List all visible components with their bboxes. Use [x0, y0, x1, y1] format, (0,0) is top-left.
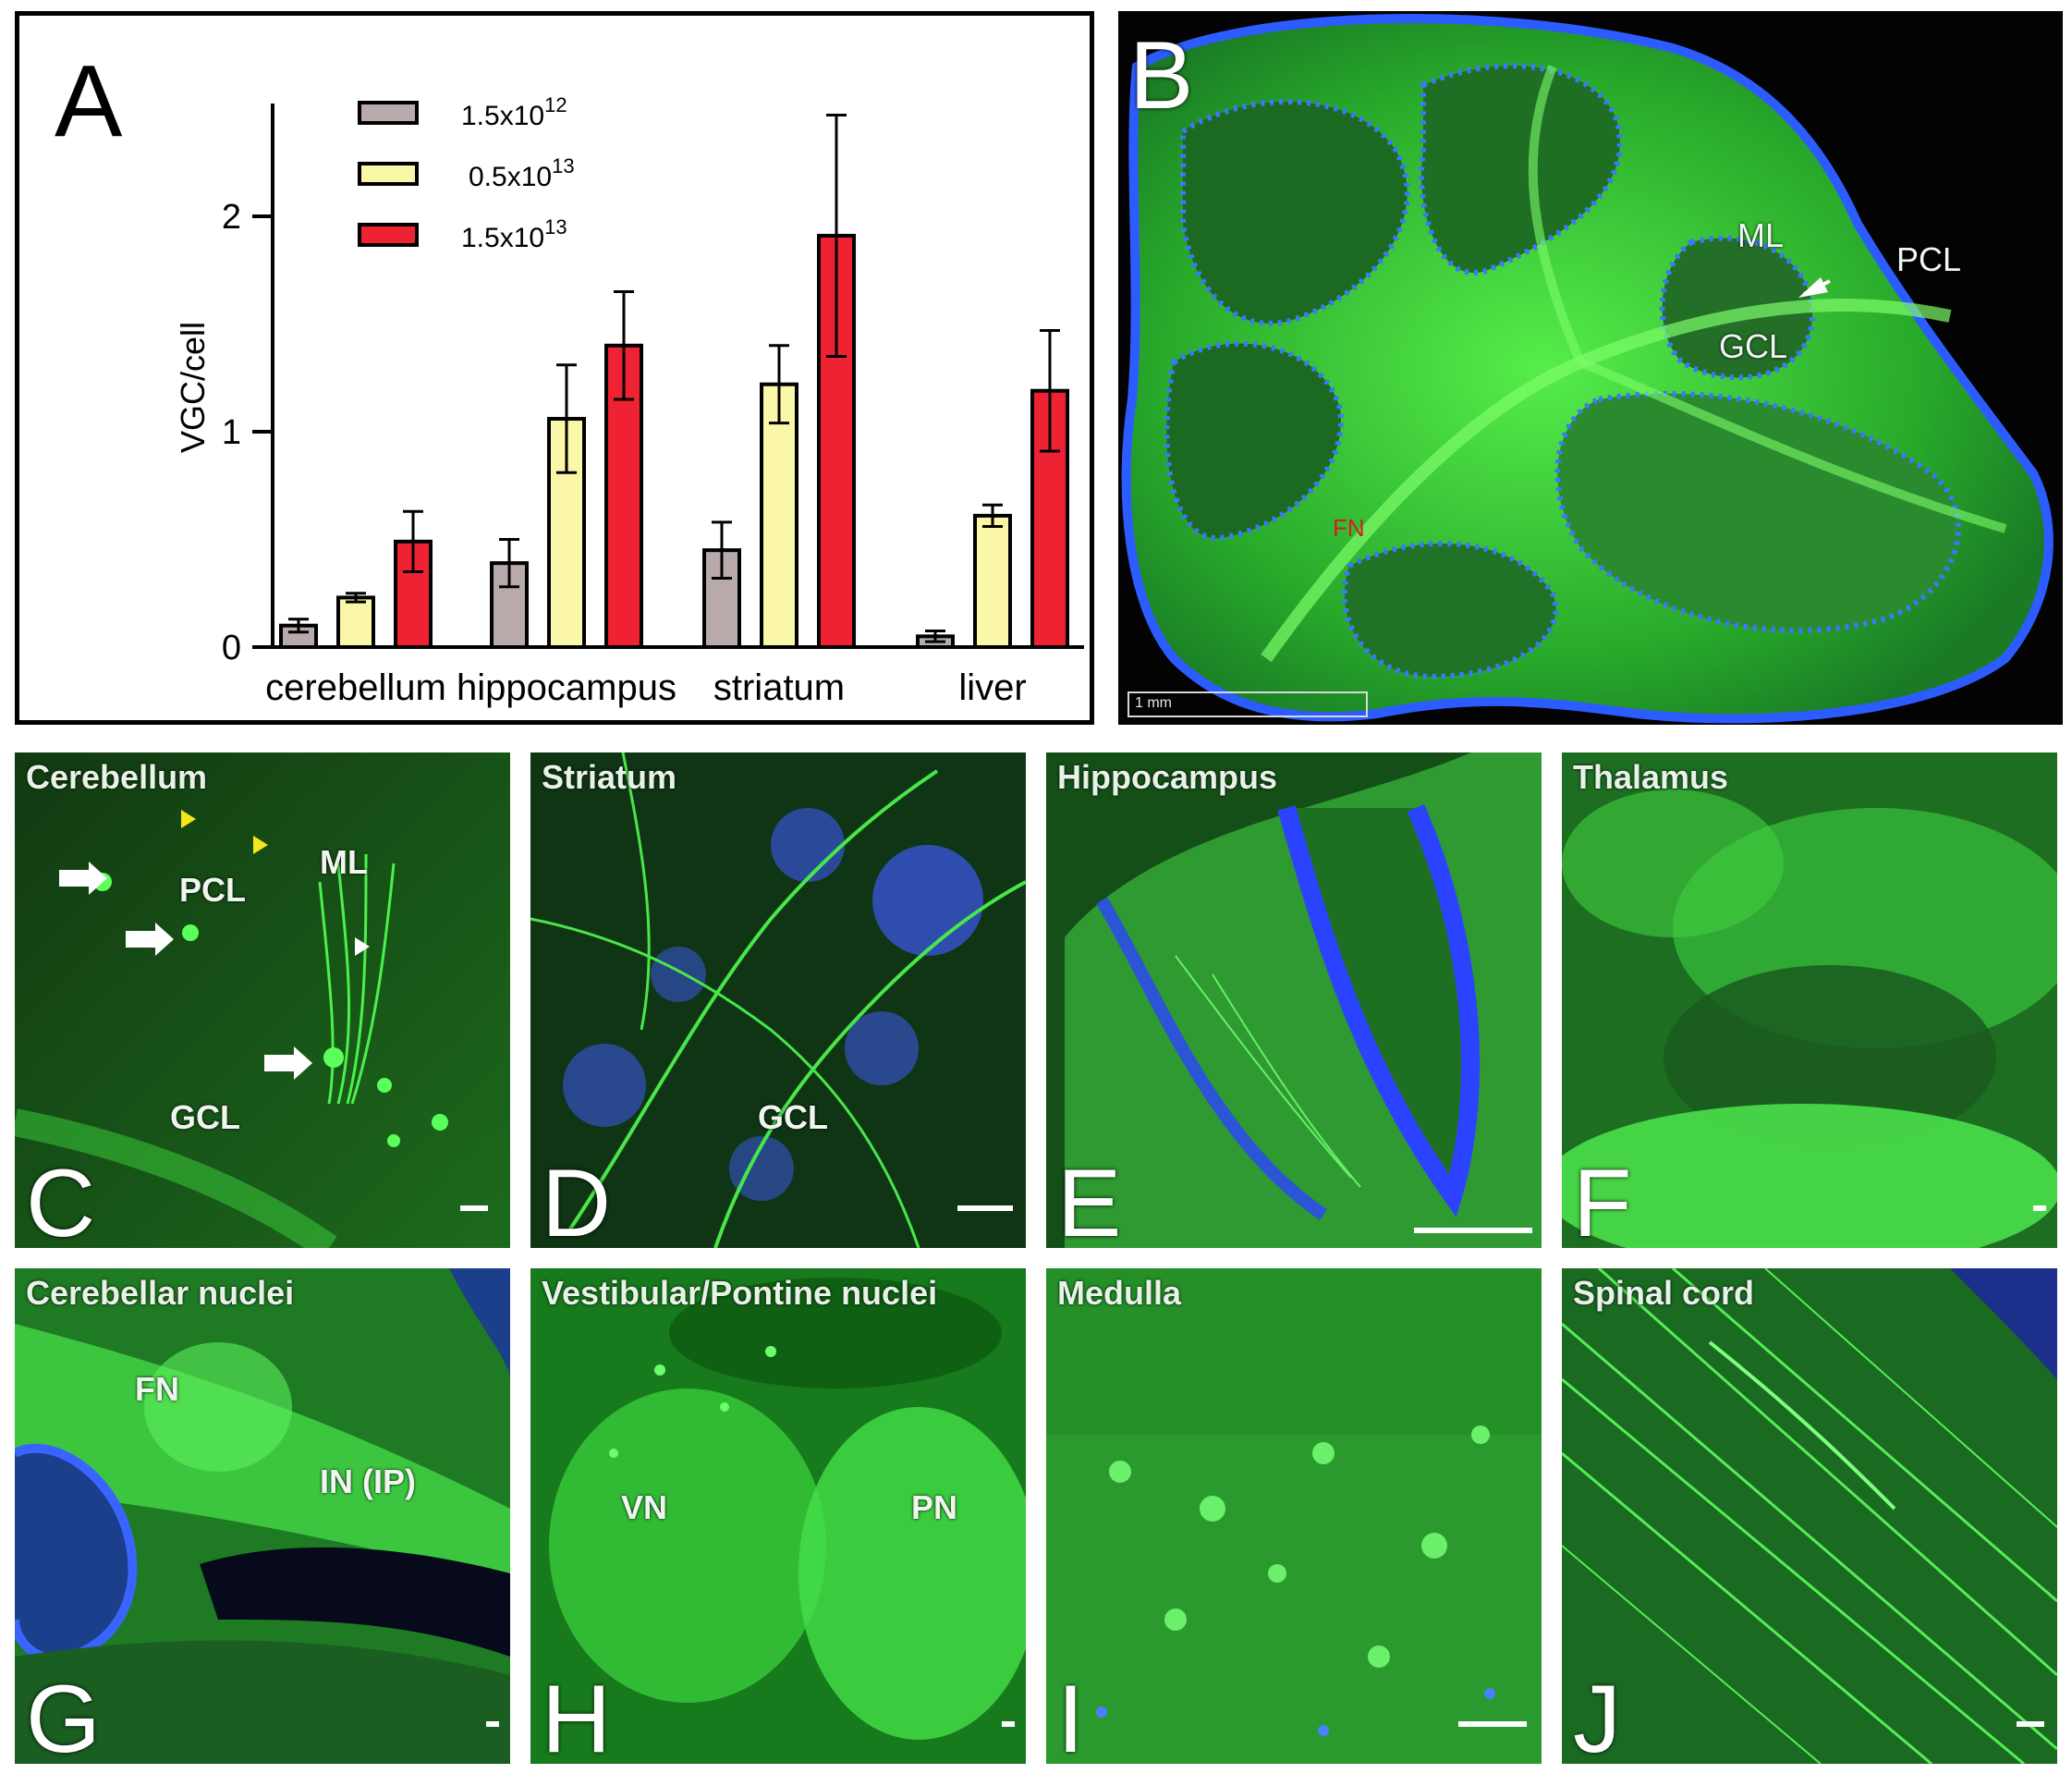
legend-label: 1.5x1012	[461, 93, 567, 131]
panel-c-title: Cerebellum	[26, 758, 208, 796]
panel-c-scale-bar	[460, 1205, 488, 1211]
panel-i-scale-bar	[1458, 1721, 1527, 1727]
panel-e-title: Hippocampus	[1057, 758, 1278, 796]
panel-a-letter: A	[55, 44, 123, 158]
panel-h-title: Vestibular/Pontine nuclei	[542, 1274, 938, 1312]
label-pcl: PCL	[1896, 240, 1962, 278]
panel-g-scale-bar	[486, 1721, 499, 1727]
x-category-label: cerebellum	[265, 667, 446, 708]
panel-d-scale-bar	[957, 1205, 1013, 1211]
y-tick-label: 0	[222, 629, 241, 667]
legend-swatch	[358, 101, 419, 125]
legend-swatch	[358, 162, 419, 186]
y-tick-label: 1	[222, 413, 241, 452]
panel-i-letter: I	[1057, 1666, 1084, 1764]
panel-g-label-fn: FN	[135, 1370, 179, 1408]
panel-h-letter: H	[542, 1666, 612, 1764]
panel-g-image	[15, 1268, 510, 1764]
panel-e-scale-bar	[1414, 1228, 1532, 1233]
panel-h-label-pn: PN	[911, 1488, 958, 1526]
label-fn: FN	[1333, 514, 1365, 542]
panel-h-scale-bar	[1002, 1721, 1015, 1727]
panel-d-label-gcl: GCL	[758, 1098, 828, 1136]
panel-g-letter: G	[26, 1666, 101, 1764]
panel-g-title: Cerebellar nuclei	[26, 1274, 295, 1312]
cerebellum-section-image	[1121, 13, 2054, 724]
legend-swatch	[358, 223, 419, 247]
panel-h-label-vn: VN	[621, 1488, 668, 1526]
panel-f-title: Thalamus	[1573, 758, 1729, 796]
bar	[490, 561, 529, 650]
panel-i-title: Medulla	[1057, 1274, 1182, 1312]
x-category-label: hippocampus	[457, 667, 676, 708]
bar	[336, 595, 375, 649]
bar-chart: A 0 1 2 VGC/cell cerebellum hippocampus striatu…	[55, 44, 1084, 708]
panel-e-image	[1046, 752, 1542, 1248]
panel-f-letter: F	[1573, 1150, 1632, 1248]
y-axis-label: VGC/cell	[174, 322, 212, 453]
scale-bar-box: 1 mm	[1127, 691, 1368, 717]
panel-h-image	[530, 1268, 1026, 1764]
panel-d-letter: D	[542, 1150, 612, 1248]
panel-c-label-ml: ML	[320, 843, 368, 881]
bar	[760, 382, 798, 649]
panel-j-scale-bar	[2017, 1721, 2044, 1727]
panel-e-hippocampus: Hippocampus E	[1046, 752, 1542, 1248]
panel-c-letter: C	[26, 1150, 96, 1248]
panel-d-striatum: Striatum GCL D	[530, 752, 1026, 1248]
scale-bar-label: 1 mm	[1135, 695, 1172, 711]
panel-e-letter: E	[1057, 1150, 1122, 1248]
bar	[394, 539, 433, 650]
panel-f-image	[1562, 752, 2057, 1248]
panel-g-cerebellar-nuclei: Cerebellar nuclei FN IN (IP) G	[15, 1268, 510, 1764]
legend-label: 1.5x1013	[461, 215, 567, 253]
x-category-label: striatum	[713, 667, 845, 708]
x-category-label: liver	[958, 667, 1026, 708]
panel-c-image	[15, 752, 510, 1248]
panel-d-image	[530, 752, 1026, 1248]
label-ml: ML	[1737, 216, 1785, 254]
panel-j-image	[1562, 1268, 2057, 1764]
panel-c-label-pcl: PCL	[179, 871, 246, 909]
panel-d-title: Striatum	[542, 758, 677, 796]
panel-j-spinal-cord: Spinal cord J	[1562, 1268, 2057, 1764]
panel-c-label-gcl: GCL	[170, 1098, 240, 1136]
panel-g-label-in-ip: IN (IP)	[320, 1462, 416, 1500]
bar	[973, 513, 1012, 649]
panel-i-image	[1046, 1268, 1542, 1764]
panel-j-letter: J	[1573, 1666, 1621, 1764]
y-tick-label: 2	[222, 198, 241, 237]
chart-panel-a: A 0 1 2 VGC/cell cerebellum hippocampus striatu…	[15, 11, 1094, 725]
panel-b-cerebellum-section: B ML PCL GCL FN 1 mm	[1118, 11, 2063, 725]
panel-j-title: Spinal cord	[1573, 1274, 1755, 1312]
panel-b-letter: B	[1129, 22, 1194, 129]
panel-c-cerebellum: Cerebellum PCL ML GCL C	[15, 752, 510, 1248]
label-gcl: GCL	[1719, 327, 1788, 365]
legend-label: 0.5x1013	[469, 154, 575, 192]
panel-f-thalamus: Thalamus F	[1562, 752, 2057, 1248]
panel-h-vestibular-pontine-nuclei: Vestibular/Pontine nuclei VN PN H	[530, 1268, 1026, 1764]
panel-f-scale-bar	[2033, 1205, 2046, 1211]
panel-i-medulla: Medulla I	[1046, 1268, 1542, 1764]
